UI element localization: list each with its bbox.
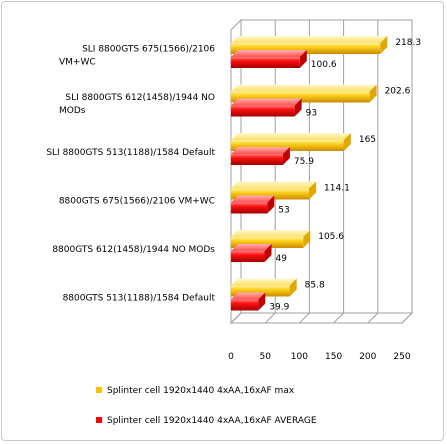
x-tick-label: 250 bbox=[393, 352, 410, 362]
bar-max-2 bbox=[231, 133, 351, 151]
bar-max-1-end bbox=[369, 84, 377, 103]
data-label-max: 218.3 bbox=[395, 38, 421, 48]
data-label-max: 165 bbox=[359, 135, 376, 145]
data-label-average: 53 bbox=[278, 206, 289, 216]
category-label: SLI 8800GTS 513(1188)/1584 Default bbox=[46, 148, 215, 158]
data-label-max: 114.1 bbox=[324, 184, 350, 194]
data-label-max: 105.6 bbox=[318, 232, 344, 242]
category-label: 8800GTS 675(1566)/2106 VM+WC bbox=[59, 197, 215, 207]
bar-max-0-top bbox=[231, 36, 388, 43]
bar-average-3-front bbox=[231, 202, 268, 214]
bars bbox=[231, 36, 388, 311]
data-label-average: 49 bbox=[276, 254, 288, 264]
bar-max-3 bbox=[231, 181, 317, 200]
category-label: MODs bbox=[59, 106, 86, 116]
data-label-max: 202.6 bbox=[385, 87, 411, 97]
bar-average-0-top bbox=[231, 50, 307, 57]
bar-average-2-end bbox=[282, 147, 290, 165]
gridline-floor bbox=[264, 312, 276, 324]
bar-average-0 bbox=[231, 50, 307, 68]
bar-average-5-end bbox=[258, 292, 266, 311]
category-label: SLI 8800GTS 612(1458)/1944 NO bbox=[65, 93, 215, 103]
bar-max-2-top bbox=[231, 133, 351, 140]
bar-max-3-end bbox=[309, 181, 317, 200]
bar-average-4 bbox=[231, 244, 272, 262]
bar-max-3-front bbox=[231, 188, 310, 200]
gridline-floor bbox=[401, 312, 413, 324]
bar-average-4-front bbox=[231, 251, 265, 262]
data-label-average: 75.9 bbox=[294, 157, 314, 167]
gridline-floor bbox=[299, 312, 310, 324]
legend-label: Splinter cell 1920x1440 4xAA,16xAF max bbox=[107, 386, 295, 396]
category-label: 8800GTS 612(1458)/1944 NO MODs bbox=[52, 245, 215, 255]
bar-average-2-front bbox=[231, 154, 283, 165]
bar-average-3-end bbox=[267, 195, 275, 214]
bar-average-4-top bbox=[231, 244, 272, 251]
legend: Splinter cell 1920x1440 4xAA,16xAF max Sp… bbox=[96, 386, 317, 426]
category-label: SLI 8800GTS 675(1566)/2106 bbox=[82, 45, 215, 55]
bar-average-3 bbox=[231, 195, 275, 214]
bar-average-1-front bbox=[231, 105, 295, 117]
bar-average-4-end bbox=[264, 244, 272, 262]
bar-max-5 bbox=[231, 278, 297, 297]
data-label-average: 93 bbox=[306, 109, 317, 119]
legend-swatch bbox=[96, 417, 102, 423]
bar-max-3-top bbox=[231, 181, 317, 189]
bar-average-1-end bbox=[294, 98, 302, 117]
bar-max-1 bbox=[231, 84, 377, 103]
bar-average-1 bbox=[231, 98, 302, 117]
bar-average-2 bbox=[231, 147, 290, 165]
bar-max-2-end bbox=[343, 133, 351, 151]
bar-max-1-top bbox=[231, 84, 377, 92]
bar-average-2-top bbox=[231, 147, 290, 154]
legend-label: Splinter cell 1920x1440 4xAA,16xAF AVERA… bbox=[107, 416, 317, 426]
data-label-max: 85.8 bbox=[305, 281, 325, 291]
data-label-average: 100.6 bbox=[311, 60, 337, 70]
bar-max-4-end bbox=[303, 230, 311, 248]
bar-max-5-top bbox=[231, 278, 297, 286]
bar-average-3-top bbox=[231, 195, 275, 203]
x-tick-label: 150 bbox=[325, 352, 342, 362]
bar-max-2-front bbox=[231, 140, 344, 151]
data-label-average: 39.9 bbox=[269, 303, 289, 313]
bar-average-0-end bbox=[299, 50, 307, 68]
legend-swatch bbox=[96, 387, 102, 393]
bar-max-0 bbox=[231, 36, 388, 54]
bar-max-4-front bbox=[231, 237, 304, 248]
gridlines bbox=[230, 20, 413, 324]
bar-max-4-top bbox=[231, 230, 311, 237]
bar-max-4 bbox=[231, 230, 311, 248]
x-tick-label: 100 bbox=[291, 352, 308, 362]
gridline-floor bbox=[367, 312, 379, 324]
bar-max-1-front bbox=[231, 91, 370, 103]
bar-average-5-front bbox=[231, 299, 259, 311]
x-tick-label: 0 bbox=[228, 352, 234, 362]
bar-average-5-top bbox=[231, 292, 266, 300]
gridline-floor bbox=[333, 312, 344, 324]
x-tick-label: 200 bbox=[359, 352, 376, 362]
category-label: 8800GTS 513(1188)/1584 Default bbox=[63, 294, 216, 304]
bar-average-0-front bbox=[231, 57, 300, 68]
category-label: VM+WC bbox=[59, 58, 96, 68]
gridline-floor bbox=[230, 312, 242, 324]
x-tick-label: 50 bbox=[259, 352, 271, 362]
labels: 0 50 100 150 200 250 218.3 100.6 SLI 8800GTS 675… bbox=[46, 38, 421, 362]
floor bbox=[229, 312, 414, 324]
bar-max-5-end bbox=[289, 278, 297, 297]
bar-max-5-front bbox=[231, 285, 290, 297]
bar-max-0-front bbox=[231, 43, 381, 54]
bar-average-5 bbox=[231, 292, 266, 311]
bar-max-0-end bbox=[380, 36, 388, 54]
bar-average-1-top bbox=[231, 98, 302, 106]
